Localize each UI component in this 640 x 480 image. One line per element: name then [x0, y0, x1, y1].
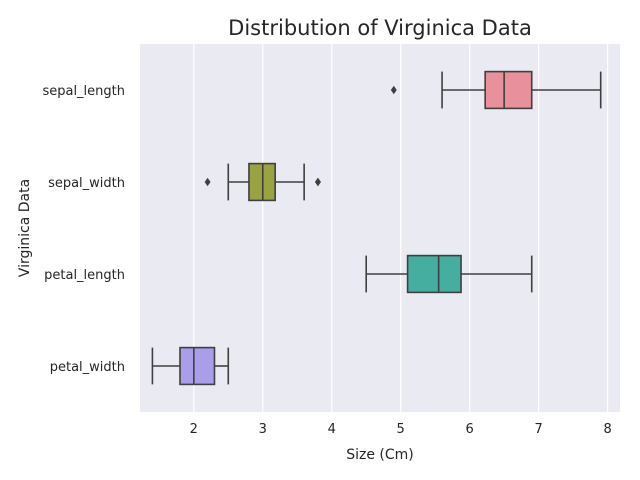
plot-background	[140, 44, 620, 412]
box-iqr	[406, 254, 462, 294]
x-tick-label: 8	[603, 422, 611, 437]
x-tick-label: 7	[534, 422, 542, 437]
y-tick-label: sepal_width	[48, 176, 125, 191]
outlier-point	[314, 177, 321, 187]
box-iqr	[179, 346, 216, 386]
y-tick-label: sepal_length	[42, 84, 125, 99]
gridlines	[193, 44, 609, 412]
box-petal_width	[151, 346, 230, 386]
y-tick-label: petal_width	[50, 360, 125, 375]
box-iqr	[484, 70, 533, 110]
y-tick-labels: sepal_length sepal_width petal_lengthpetal…	[42, 84, 125, 375]
box-petal_length	[365, 254, 533, 294]
box-series	[151, 70, 602, 386]
box-sepal_width	[204, 162, 321, 202]
y-axis-label: Virginica Data	[17, 179, 33, 277]
outlier-point	[390, 85, 397, 95]
x-tick-label: 3	[259, 422, 267, 437]
x-tick-label: 5	[397, 422, 405, 437]
x-axis-label: Size (Cm)	[346, 447, 414, 463]
x-tick-label: 2	[190, 422, 198, 437]
chart-title: Distribution of Virginica Data	[228, 16, 532, 40]
box-sepal_length	[390, 70, 602, 110]
x-tick-label: 6	[466, 422, 474, 437]
outlier-point	[204, 177, 211, 187]
y-tick-label: petal_length	[44, 268, 125, 283]
x-tick-label: 4	[328, 422, 336, 437]
x-tick-labels: 2 3 4 5 6 7 8	[190, 422, 612, 437]
